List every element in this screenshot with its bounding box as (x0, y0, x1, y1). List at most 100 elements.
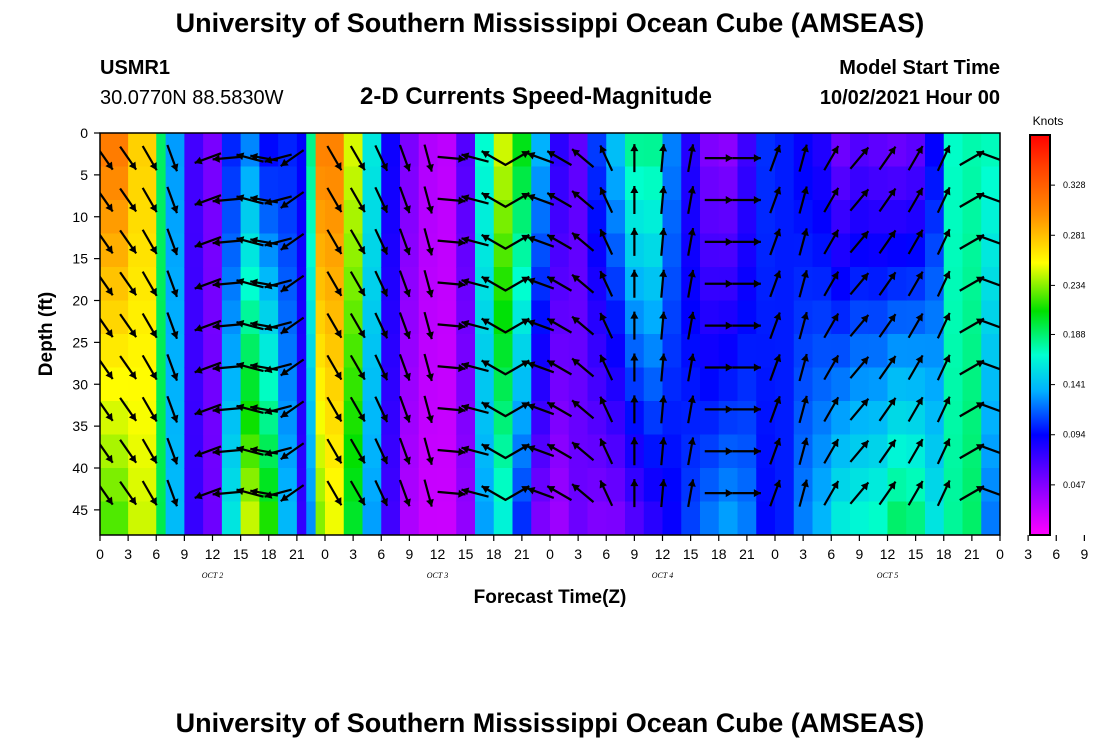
speed-cell (606, 233, 626, 268)
current-arrow (374, 228, 389, 256)
current-arrow (687, 186, 696, 214)
speed-cell (165, 367, 185, 402)
current-arrow (236, 445, 264, 456)
arrow-head (170, 330, 179, 339)
arrow-shaft (981, 319, 1000, 329)
arrow-head (659, 395, 668, 403)
current-arrow (326, 271, 343, 297)
current-arrow (878, 397, 897, 422)
current-arrow (546, 150, 573, 167)
current-arrow (659, 437, 668, 466)
speed-cell (812, 166, 832, 201)
x-tick-label: 6 (1052, 546, 1060, 562)
speed-cell (203, 166, 223, 201)
arrow-head (236, 236, 245, 244)
current-arrow (398, 270, 411, 298)
arrow-head (170, 414, 179, 423)
arrow-head (547, 402, 556, 410)
current-arrow (461, 445, 489, 456)
arrow-head (801, 353, 809, 362)
current-arrow (119, 187, 138, 213)
arrow-head (975, 402, 984, 410)
speed-cell (981, 434, 1000, 469)
speed-cell (962, 133, 982, 168)
speed-cell (812, 300, 832, 335)
speed-cell (296, 434, 307, 469)
arrow-head (831, 355, 839, 364)
speed-cell (418, 200, 439, 235)
x-tick-label: 3 (574, 546, 582, 562)
speed-cell (756, 133, 776, 168)
arrow-shaft (981, 277, 1000, 287)
speed-cell (943, 300, 964, 335)
colorbar: Knots 0.328 0.281 0.234 0.188 0.141 0.094 0.04… (1029, 114, 1086, 536)
current-arrow (959, 150, 985, 167)
current-arrow (704, 321, 733, 330)
speed-cell (493, 401, 514, 436)
speed-cell (718, 200, 739, 235)
arrow-head (264, 491, 273, 499)
current-arrow (504, 443, 530, 460)
current-arrow (349, 229, 366, 255)
current-arrow (437, 322, 466, 331)
speed-cell (643, 367, 664, 402)
speed-cell (315, 200, 326, 235)
arrow-head (687, 353, 696, 362)
arrow-head (264, 449, 273, 457)
y-tick-label: 45 (72, 502, 88, 518)
speed-cell (156, 233, 167, 268)
speed-cell (165, 267, 185, 302)
arrow-head (1001, 408, 1009, 416)
arrow-head (170, 456, 179, 465)
speed-cell (512, 434, 532, 469)
arrow-head (280, 326, 289, 334)
speed-cell (887, 133, 907, 168)
speed-cell (418, 367, 439, 402)
arrow-head (725, 196, 733, 204)
speed-cell (381, 468, 401, 503)
arrow-head (572, 316, 581, 325)
current-arrow (907, 271, 924, 297)
x-tick-label: 9 (855, 546, 863, 562)
arrow-head (572, 442, 581, 450)
speed-cell (306, 267, 317, 302)
arrow-head (753, 154, 761, 163)
speed-cell (925, 300, 945, 335)
y-tick-label: 35 (72, 418, 88, 434)
speed-cell (418, 166, 439, 201)
speed-cell (240, 468, 260, 503)
speed-cell (156, 267, 167, 302)
current-arrow (437, 280, 466, 289)
speed-cell (100, 401, 129, 436)
speed-cell (306, 200, 317, 235)
x-tick-label: 21 (964, 546, 980, 562)
arrow-head (888, 146, 896, 155)
arrow-head (236, 278, 245, 286)
speed-cell (925, 267, 945, 302)
speed-cell (981, 166, 1000, 201)
current-arrow (849, 272, 870, 296)
current-arrow (264, 404, 292, 416)
arrow-head (943, 354, 951, 363)
speed-cell (437, 300, 457, 335)
speed-cell (475, 267, 495, 302)
arrow-head (975, 151, 984, 159)
speed-cell (165, 334, 185, 369)
x-tick-label: 18 (936, 546, 952, 562)
speed-cell (962, 334, 982, 369)
speed-cell (203, 501, 223, 535)
current-speed-chart: 0 3 6 9 12 15 18 21 0 3 6 9 12 15 18 21 0 3 6 9 12 15 18 21 0 3 6 9… (36, 114, 1088, 608)
speed-cell (831, 401, 851, 436)
current-arrow (546, 359, 573, 376)
arrow-head (357, 162, 365, 171)
arrow-head (264, 239, 273, 248)
current-arrow (194, 487, 222, 500)
speed-cell (887, 300, 907, 335)
arrow-head (458, 280, 466, 289)
arrow-head (659, 479, 668, 487)
speed-cell (681, 233, 701, 268)
y-axis: 0 5 10 15 20 25 30 35 40 45 (72, 125, 100, 518)
speed-cell (831, 434, 851, 469)
current-arrow (481, 401, 507, 418)
current-arrow (398, 353, 411, 382)
